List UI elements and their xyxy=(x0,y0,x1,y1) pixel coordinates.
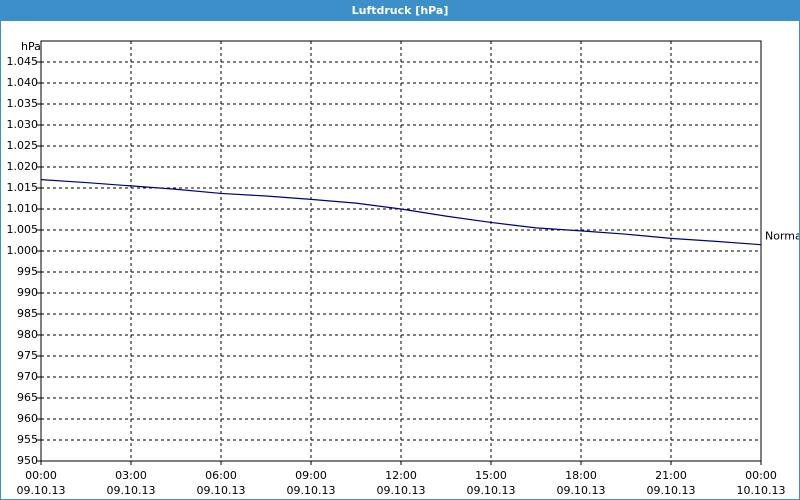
series-line xyxy=(40,179,762,246)
y-tick-label: 950 xyxy=(17,454,38,467)
y-tick-label: 975 xyxy=(17,349,38,362)
x-tick-label: 00:00 09.10.13 xyxy=(16,469,66,497)
y-tick-label: 1.045 xyxy=(7,55,39,68)
y-tick-label: 1.025 xyxy=(7,139,39,152)
x-tick-label: 12:00 09.10.13 xyxy=(376,469,426,497)
x-tick-label: 06:00 09.10.13 xyxy=(196,469,246,497)
y-tick-label: 1.035 xyxy=(7,97,39,110)
y-tick-label: 1.020 xyxy=(7,160,39,173)
y-tick-label: 995 xyxy=(17,265,38,278)
y-tick-label: 985 xyxy=(17,307,38,320)
y-tick-label: 1.030 xyxy=(7,118,39,131)
y-tick-label: 965 xyxy=(17,391,38,404)
y-tick-label: 1.015 xyxy=(7,181,39,194)
x-tick-label: 15:00 09.10.13 xyxy=(466,469,516,497)
y-tick-label: 1.040 xyxy=(7,76,39,89)
y-tick-label: 980 xyxy=(17,328,38,341)
y-tick-label: 990 xyxy=(17,286,38,299)
y-tick-label: 960 xyxy=(17,412,38,425)
x-tick-label: 18:00 09.10.13 xyxy=(556,469,606,497)
x-tick-label: 03:00 09.10.13 xyxy=(106,469,156,497)
y-tick-label: 1.005 xyxy=(7,223,39,236)
x-tick-label: 21:00 09.10.13 xyxy=(646,469,696,497)
x-tick-label: 09:00 09.10.13 xyxy=(286,469,336,497)
y-tick-label: 1.000 xyxy=(7,244,39,257)
x-tick-label: 00:00 10.10.13 xyxy=(736,469,786,497)
y-tick-label: 1.010 xyxy=(7,202,39,215)
y-unit: hPa xyxy=(21,40,41,53)
y-tick-label: 955 xyxy=(17,433,38,446)
legend-label: Normal xyxy=(765,230,799,243)
title-bar: Luftdruck [hPa] xyxy=(1,1,799,21)
y-tick-label: 970 xyxy=(17,370,38,383)
